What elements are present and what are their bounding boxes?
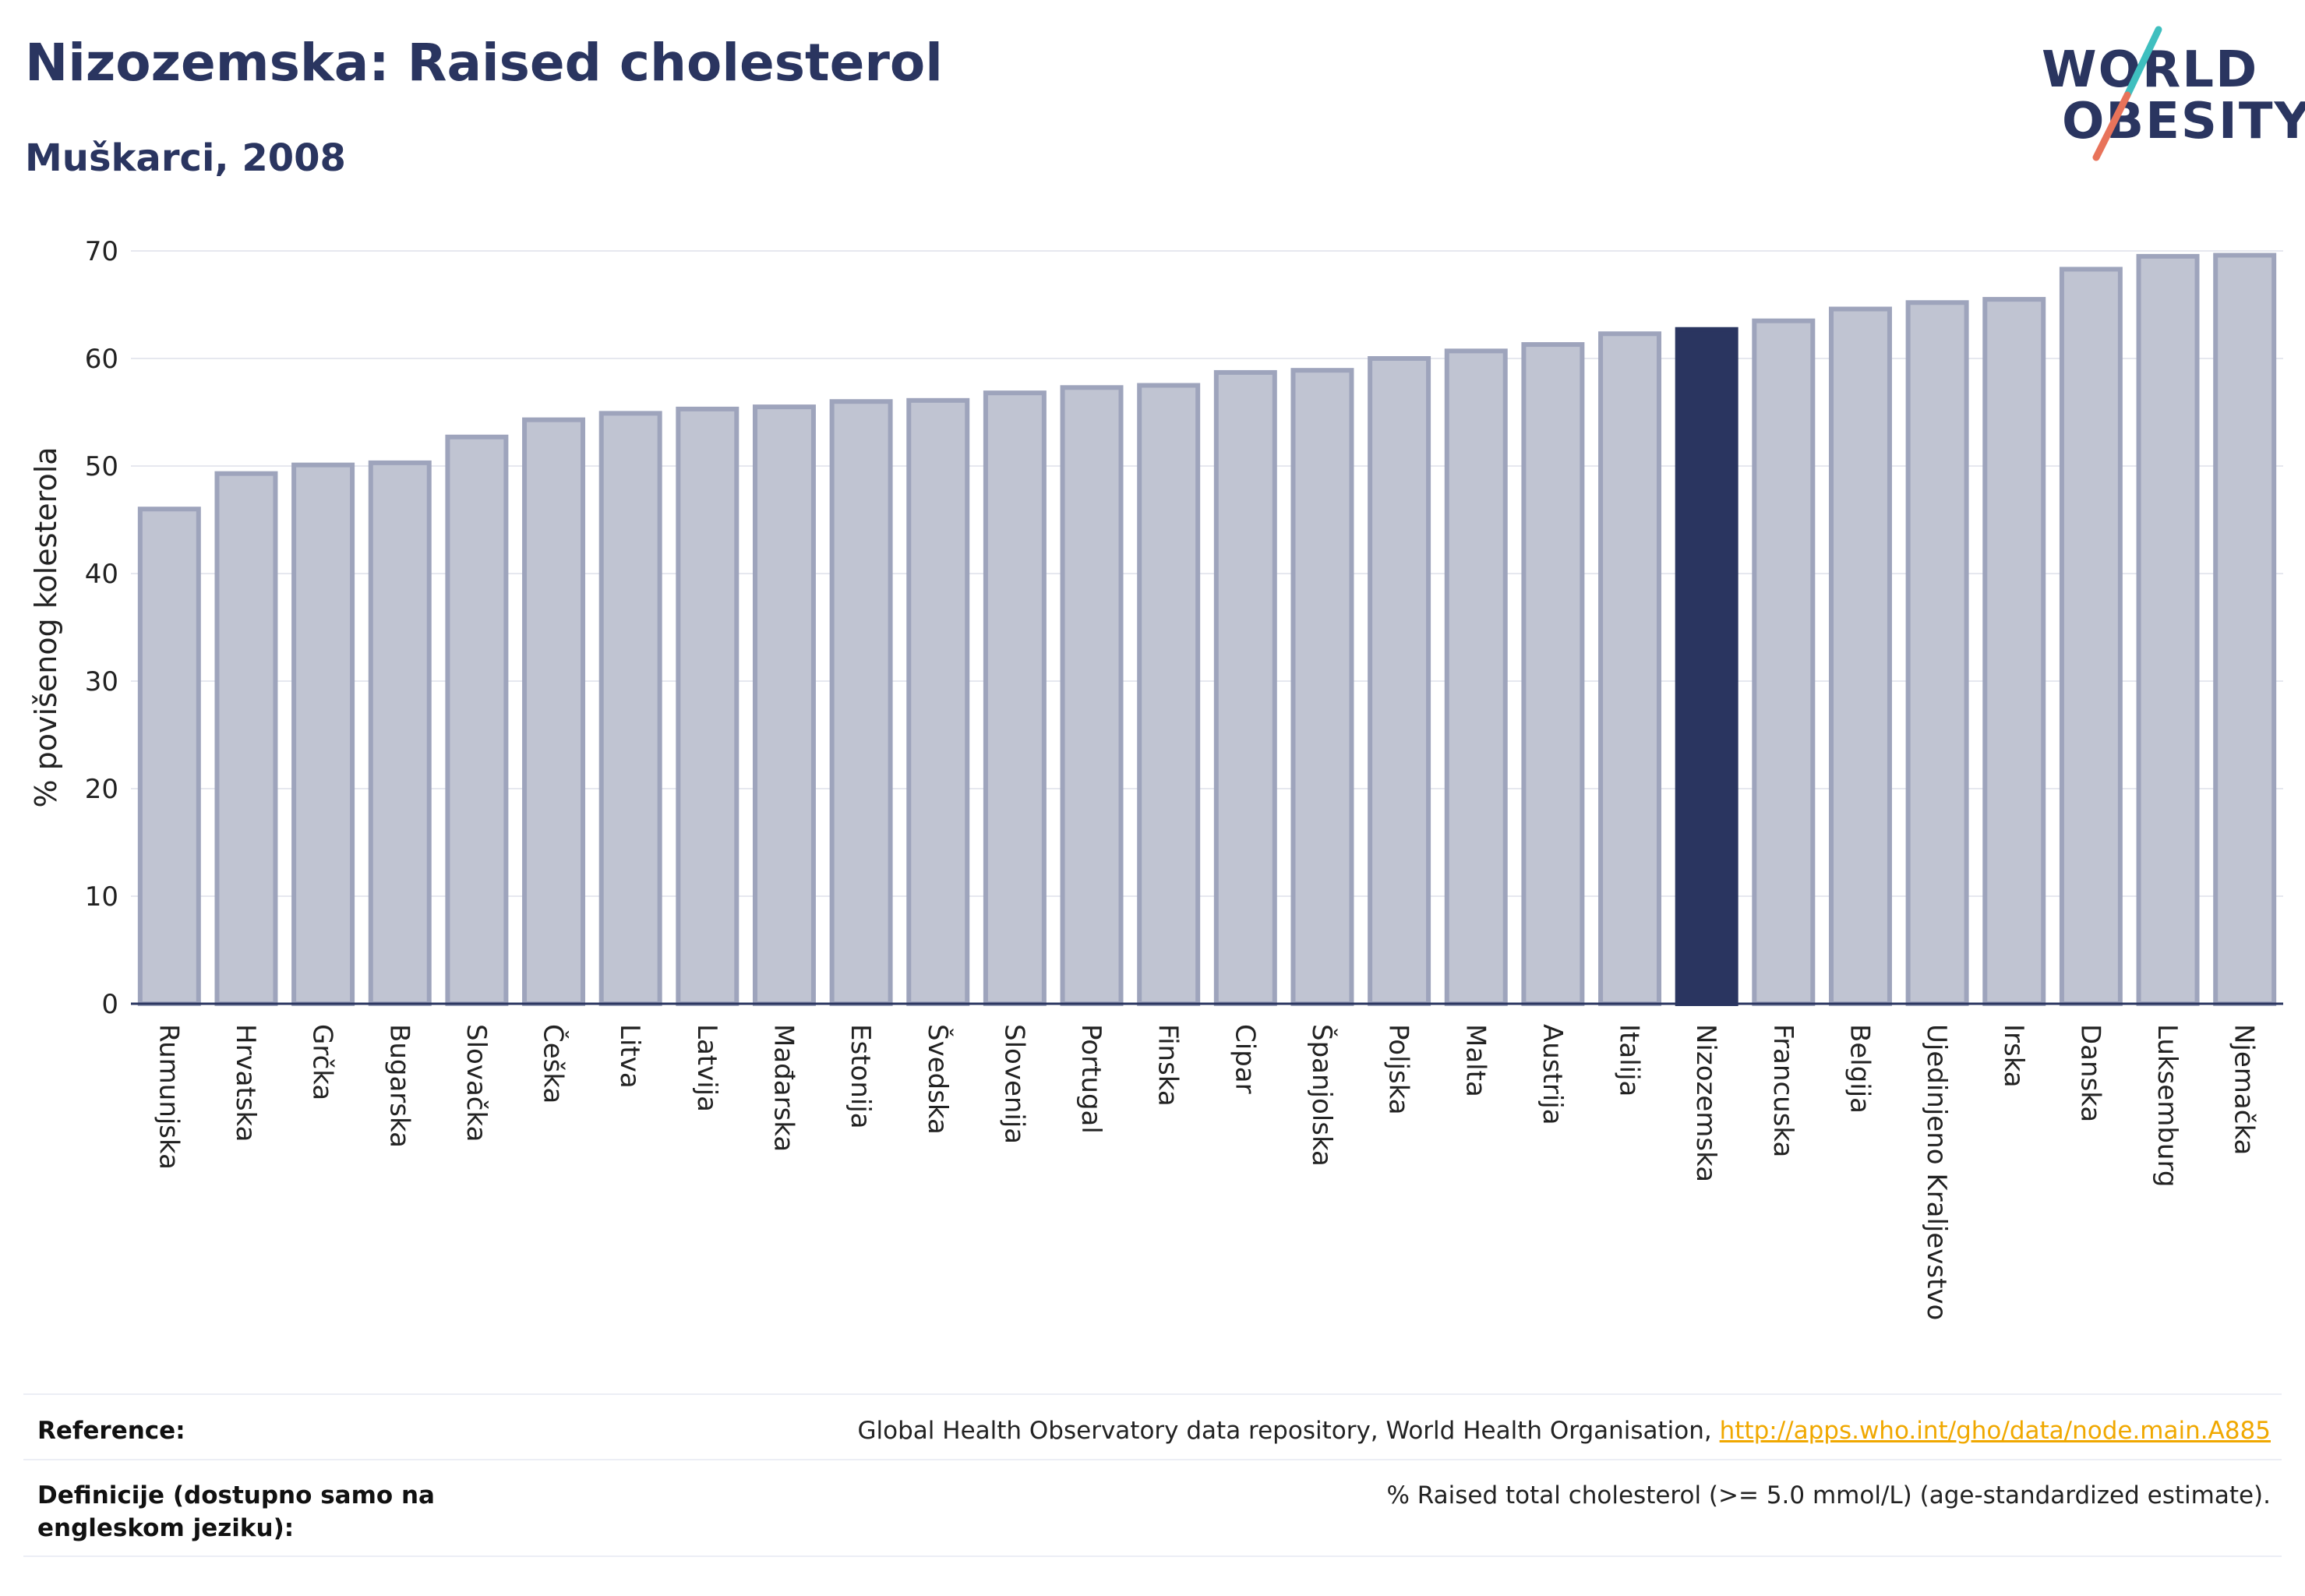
bar [214,471,278,1007]
reference-label: Reference: [37,1417,185,1445]
reference-link[interactable]: http://apps.who.int/gho/data/node.main.A… [1719,1417,2271,1445]
bar [1368,356,1431,1006]
x-tick-label: Hrvatska [230,1024,261,1142]
bar [2059,267,2123,1006]
x-tick-label: Češka [538,1024,570,1103]
bar [137,507,201,1006]
bar [1598,331,1662,1006]
bar [291,462,355,1006]
x-tick-label: Slovačka [461,1024,492,1142]
bar [1290,368,1354,1006]
x-tick-label: Slovenija [998,1024,1029,1144]
y-tick-label: 10 [85,881,118,913]
bar [1137,383,1201,1006]
y-tick-label: 0 [101,989,118,1020]
bar [676,406,740,1006]
bar [2136,253,2200,1006]
bar [1982,297,2046,1007]
page-subtitle: Muškarci, 2008 [25,136,346,180]
bar [1444,348,1508,1006]
bar [752,404,816,1007]
footer-divider-top [23,1393,2282,1395]
x-tick-label: Švedska [922,1024,954,1135]
x-tick-label: Mađarska [768,1024,799,1152]
bar [1905,300,1969,1007]
x-tick-label: Latvija [691,1024,722,1112]
bar [2213,252,2277,1006]
world-obesity-logo[interactable]: WORLD OBESITY [2034,23,2305,171]
x-tick-label: Estonija [845,1024,876,1129]
x-tick-label: Francuska [1767,1024,1798,1157]
x-tick-label: Grčka [307,1024,338,1100]
x-tick-label: Luksemburg [2151,1024,2183,1187]
bar [1828,306,1892,1006]
bar-chart: 0 10 20 30 40 50 60 70 % povišenog kolesterola Ru… [29,236,2283,1320]
bar [1213,369,1277,1006]
x-tick-label: Cipar [1229,1024,1260,1094]
bar [598,411,662,1006]
x-tick-label: Malta [1460,1024,1491,1097]
bar [522,417,586,1007]
x-tick-label: Poljska [1383,1024,1414,1115]
x-tick-label: Nizozemska [1690,1024,1721,1182]
bar [445,434,509,1006]
x-tick-label: Danska [2074,1024,2106,1122]
y-tick-label: 20 [85,774,118,805]
x-tick-label: Belgija [1844,1024,1875,1114]
y-tick-label: 50 [85,451,118,482]
x-tick-label: Španjolska [1306,1024,1338,1167]
y-tick-label: 30 [85,666,118,697]
y-tick-label: 40 [85,559,118,590]
y-axis-label: % povišenog kolesterola [29,447,63,807]
bar [829,399,893,1006]
bar [906,397,970,1006]
bar [983,390,1047,1007]
bar [368,460,432,1006]
x-tick-label: Rumunjska [153,1024,184,1170]
y-tick-label: 70 [85,236,118,267]
definition-label: Definicije (dostupno samo na engleskom j… [37,1481,435,1542]
logo-slash-icon [2092,26,2162,161]
x-tick-label: Portugal [1075,1024,1107,1134]
y-tick-label: 60 [85,344,118,375]
x-tick-label: Litva [614,1024,645,1089]
bar [1060,385,1124,1006]
x-tick-label: Ujedinjeno Kraljevstvo [1921,1024,1952,1320]
footer-divider-middle [23,1459,2282,1460]
reference-text: Global Health Observatory data repositor… [858,1414,2271,1447]
bar [1752,318,1816,1006]
definition-text: % Raised total cholesterol (>= 5.0 mmol/… [1386,1481,2271,1509]
x-tick-label: Njemačka [2229,1024,2260,1155]
footer-divider-bottom [23,1555,2282,1557]
bar-highlight [1675,327,1738,1007]
x-tick-label: Italija [1614,1024,1645,1096]
x-tick-label: Bugarska [383,1024,415,1148]
x-tick-label: Austrija [1537,1024,1568,1125]
x-tick-label: Finska [1152,1024,1184,1107]
x-tick-label: Irska [1998,1024,2029,1088]
bar [1521,342,1585,1006]
reference-source: Global Health Observatory data repositor… [857,1417,1720,1445]
page-title: Nizozemska: Raised cholesterol [25,33,943,93]
